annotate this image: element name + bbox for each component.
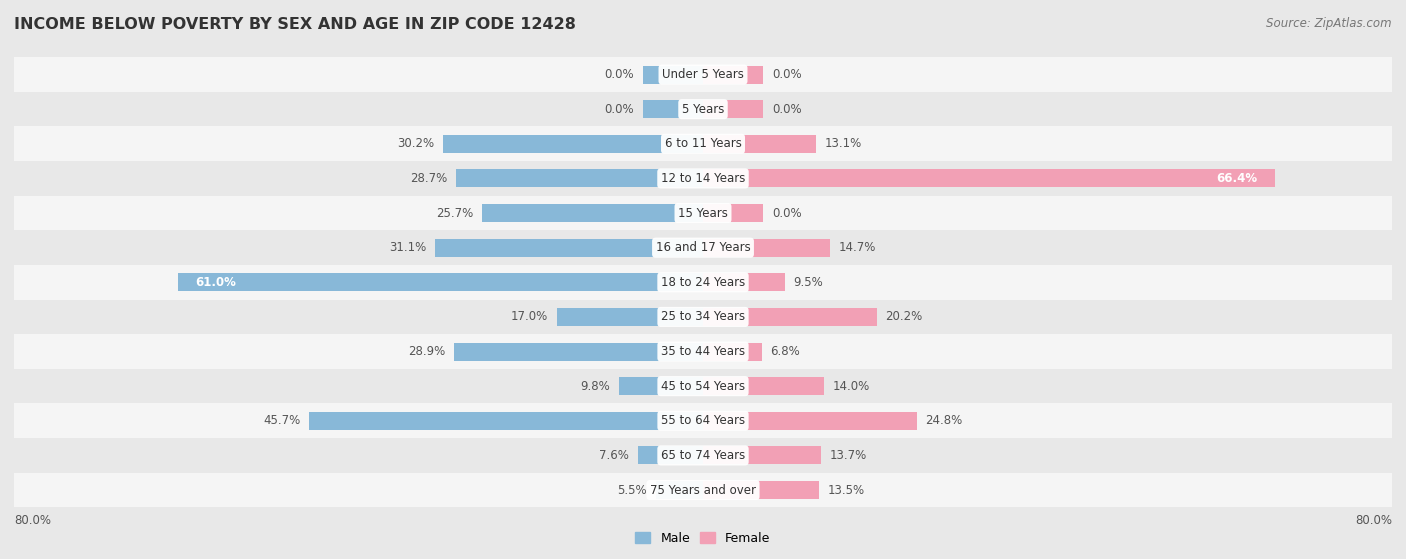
- Text: 75 Years and over: 75 Years and over: [650, 484, 756, 496]
- Text: 18 to 24 Years: 18 to 24 Years: [661, 276, 745, 289]
- Text: 13.7%: 13.7%: [830, 449, 868, 462]
- Bar: [703, 135, 815, 153]
- Text: 65 to 74 Years: 65 to 74 Years: [661, 449, 745, 462]
- Text: 7.6%: 7.6%: [599, 449, 628, 462]
- Bar: [436, 239, 703, 257]
- Bar: [703, 239, 830, 257]
- Text: 5 Years: 5 Years: [682, 103, 724, 116]
- Text: 25 to 34 Years: 25 to 34 Years: [661, 310, 745, 324]
- Text: 9.5%: 9.5%: [793, 276, 823, 289]
- Text: 31.1%: 31.1%: [389, 241, 426, 254]
- Text: 80.0%: 80.0%: [14, 514, 51, 527]
- Text: 0.0%: 0.0%: [605, 68, 634, 81]
- Text: 66.4%: 66.4%: [1216, 172, 1257, 185]
- Text: Source: ZipAtlas.com: Source: ZipAtlas.com: [1267, 17, 1392, 30]
- Text: 9.8%: 9.8%: [581, 380, 610, 392]
- Bar: [14, 126, 1392, 161]
- Bar: [619, 377, 703, 395]
- Bar: [14, 404, 1392, 438]
- Bar: [309, 412, 703, 430]
- Text: 80.0%: 80.0%: [1355, 514, 1392, 527]
- Bar: [443, 135, 703, 153]
- Text: 0.0%: 0.0%: [605, 103, 634, 116]
- Text: 14.7%: 14.7%: [838, 241, 876, 254]
- Bar: [14, 92, 1392, 126]
- Text: 20.2%: 20.2%: [886, 310, 922, 324]
- Text: 6.8%: 6.8%: [770, 345, 800, 358]
- Text: 13.1%: 13.1%: [824, 138, 862, 150]
- Bar: [703, 481, 820, 499]
- Text: 61.0%: 61.0%: [195, 276, 236, 289]
- Text: 0.0%: 0.0%: [772, 103, 801, 116]
- Text: 45.7%: 45.7%: [263, 414, 301, 427]
- Text: 5.5%: 5.5%: [617, 484, 647, 496]
- Bar: [14, 161, 1392, 196]
- Bar: [14, 230, 1392, 265]
- Bar: [14, 473, 1392, 508]
- Text: 14.0%: 14.0%: [832, 380, 869, 392]
- Bar: [14, 369, 1392, 404]
- Bar: [177, 273, 703, 291]
- Text: 25.7%: 25.7%: [436, 206, 472, 220]
- Bar: [14, 265, 1392, 300]
- Text: 45 to 54 Years: 45 to 54 Years: [661, 380, 745, 392]
- Bar: [454, 343, 703, 361]
- Bar: [703, 65, 763, 83]
- Bar: [703, 204, 763, 222]
- Bar: [14, 438, 1392, 473]
- Bar: [14, 334, 1392, 369]
- Bar: [14, 300, 1392, 334]
- Legend: Male, Female: Male, Female: [630, 527, 776, 550]
- Text: 6 to 11 Years: 6 to 11 Years: [665, 138, 741, 150]
- Text: INCOME BELOW POVERTY BY SEX AND AGE IN ZIP CODE 12428: INCOME BELOW POVERTY BY SEX AND AGE IN Z…: [14, 17, 576, 32]
- Text: 15 Years: 15 Years: [678, 206, 728, 220]
- Bar: [482, 204, 703, 222]
- Bar: [703, 377, 824, 395]
- Bar: [703, 343, 762, 361]
- Text: 28.7%: 28.7%: [411, 172, 447, 185]
- Text: 55 to 64 Years: 55 to 64 Years: [661, 414, 745, 427]
- Bar: [643, 65, 703, 83]
- Bar: [703, 412, 917, 430]
- Bar: [703, 308, 877, 326]
- Bar: [655, 481, 703, 499]
- Text: 12 to 14 Years: 12 to 14 Years: [661, 172, 745, 185]
- Bar: [456, 169, 703, 187]
- Bar: [643, 100, 703, 118]
- Bar: [703, 273, 785, 291]
- Bar: [703, 100, 763, 118]
- Text: 16 and 17 Years: 16 and 17 Years: [655, 241, 751, 254]
- Bar: [14, 57, 1392, 92]
- Text: 28.9%: 28.9%: [408, 345, 446, 358]
- Text: Under 5 Years: Under 5 Years: [662, 68, 744, 81]
- Text: 13.5%: 13.5%: [828, 484, 865, 496]
- Text: 17.0%: 17.0%: [510, 310, 548, 324]
- Bar: [14, 196, 1392, 230]
- Text: 24.8%: 24.8%: [925, 414, 963, 427]
- Bar: [703, 169, 1275, 187]
- Text: 0.0%: 0.0%: [772, 206, 801, 220]
- Bar: [637, 447, 703, 465]
- Text: 0.0%: 0.0%: [772, 68, 801, 81]
- Text: 30.2%: 30.2%: [396, 138, 434, 150]
- Text: 35 to 44 Years: 35 to 44 Years: [661, 345, 745, 358]
- Bar: [703, 447, 821, 465]
- Bar: [557, 308, 703, 326]
